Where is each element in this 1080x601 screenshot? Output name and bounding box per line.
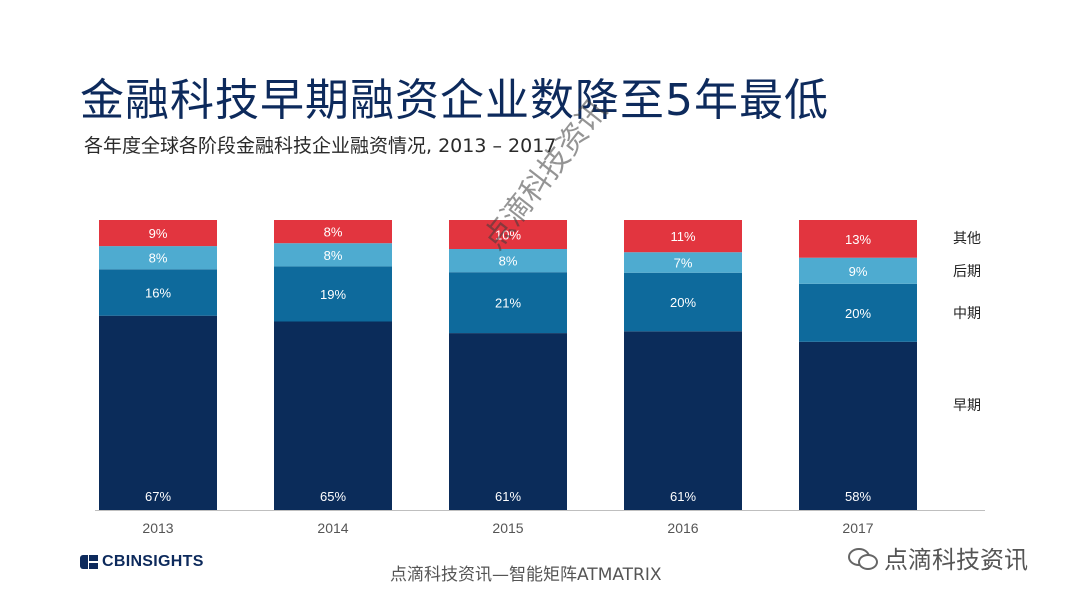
data-label: 21% [495, 296, 521, 311]
bar-segment [624, 252, 742, 273]
cb-logo-icon [80, 555, 98, 569]
data-label: 65% [320, 489, 346, 504]
x-tick-label: 2016 [667, 520, 698, 536]
data-label: 19% [320, 287, 346, 302]
data-label: 16% [145, 286, 171, 301]
data-label: 67% [145, 489, 171, 504]
x-tick-label: 2015 [492, 520, 523, 536]
footer-center-text: 点滴科技资讯—智能矩阵ATMATRIX [390, 565, 662, 585]
bar-segment [449, 333, 567, 510]
data-label: 61% [670, 489, 696, 504]
data-label: 9% [849, 264, 868, 279]
bar-segment [799, 220, 917, 258]
bar-segment [799, 257, 917, 284]
bar-segment [274, 220, 392, 244]
bar-segment [624, 220, 742, 253]
bar-segment [449, 272, 567, 334]
logo-text: CBINSIGHTS [102, 553, 204, 570]
bar-segment [274, 243, 392, 267]
page-number: 3 [982, 558, 991, 574]
bar-segment [99, 269, 217, 316]
data-label: 10% [495, 228, 521, 243]
bar-segment [449, 249, 567, 273]
data-label: 20% [670, 295, 696, 310]
bar-segment [624, 331, 742, 510]
bar-segment [99, 246, 217, 270]
bar-segment [624, 272, 742, 332]
bar-segment [274, 321, 392, 510]
legend-label: 后期 [953, 264, 981, 280]
footer-right-text: 点滴科技资讯 [884, 546, 1028, 574]
legend-label: 中期 [953, 306, 981, 322]
data-label: 11% [670, 229, 695, 244]
data-label: 20% [845, 306, 871, 321]
data-label: 7% [674, 255, 693, 270]
bar-segment [99, 315, 217, 510]
data-label: 58% [845, 489, 871, 504]
bar-segment [274, 266, 392, 322]
data-label: 9% [149, 226, 168, 241]
page-title: 金融科技早期融资企业数降至5年最低 [80, 75, 829, 126]
x-tick-label: 2013 [142, 520, 173, 536]
bar-segment [449, 220, 567, 249]
data-label: 8% [324, 248, 343, 263]
data-label: 61% [495, 489, 521, 504]
bar-segment [99, 220, 217, 247]
data-label: 8% [499, 254, 518, 269]
chart-subtitle: 各年度全球各阶段金融科技企业融资情况, 2013 – 2017 [84, 135, 557, 157]
legend-label: 其他 [953, 231, 981, 247]
cb-insights-logo: CBINSIGHTS [80, 553, 204, 571]
footer-brand: 点滴科技资讯 [848, 540, 1028, 575]
data-label: 8% [324, 225, 343, 240]
bar-segment [799, 283, 917, 342]
x-tick-label: 2014 [317, 520, 348, 536]
wechat-icon [848, 546, 878, 570]
x-tick-label: 2017 [842, 520, 873, 536]
data-label: 13% [845, 232, 871, 247]
legend-label: 早期 [953, 398, 981, 414]
bar-segment [799, 341, 917, 510]
data-label: 8% [149, 251, 168, 266]
